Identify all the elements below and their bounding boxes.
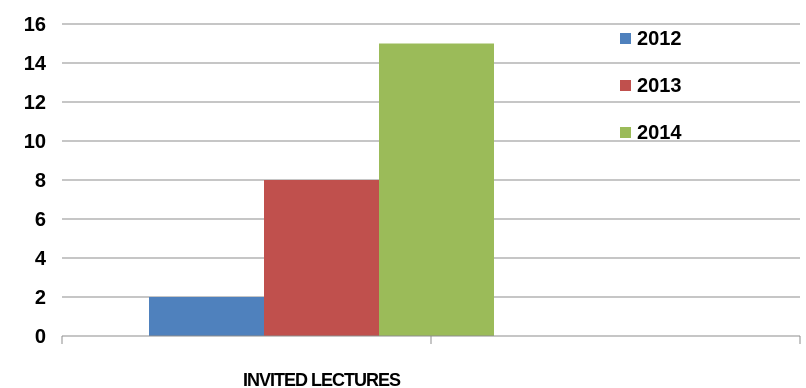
category-label: INVITED LECTURES <box>243 370 401 388</box>
legend: 2012 2013 2014 <box>620 28 682 144</box>
bar-2014 <box>379 43 494 336</box>
legend-swatch-2014 <box>620 127 631 138</box>
y-tick-label: 2 <box>35 287 46 309</box>
legend-label-2012: 2012 <box>637 28 682 50</box>
legend-label-2014: 2014 <box>637 122 682 144</box>
y-tick-label: 8 <box>35 170 46 192</box>
y-tick-label: 16 <box>24 14 46 36</box>
legend-swatch-2013 <box>620 80 631 91</box>
y-tick-label: 10 <box>24 131 46 153</box>
y-axis-ticks: 0 2 4 6 8 10 12 14 16 <box>24 14 47 348</box>
legend-label-2013: 2013 <box>637 75 682 97</box>
legend-swatch-2012 <box>620 33 631 44</box>
bar-2013 <box>264 180 379 336</box>
y-tick-label: 6 <box>35 209 46 231</box>
bars <box>149 43 494 336</box>
y-tick-label: 4 <box>35 248 47 270</box>
y-tick-label: 12 <box>24 92 46 114</box>
y-tick-label: 0 <box>35 326 46 348</box>
x-axis <box>61 335 801 344</box>
y-tick-label: 14 <box>24 53 47 75</box>
bar-2012 <box>149 297 264 336</box>
